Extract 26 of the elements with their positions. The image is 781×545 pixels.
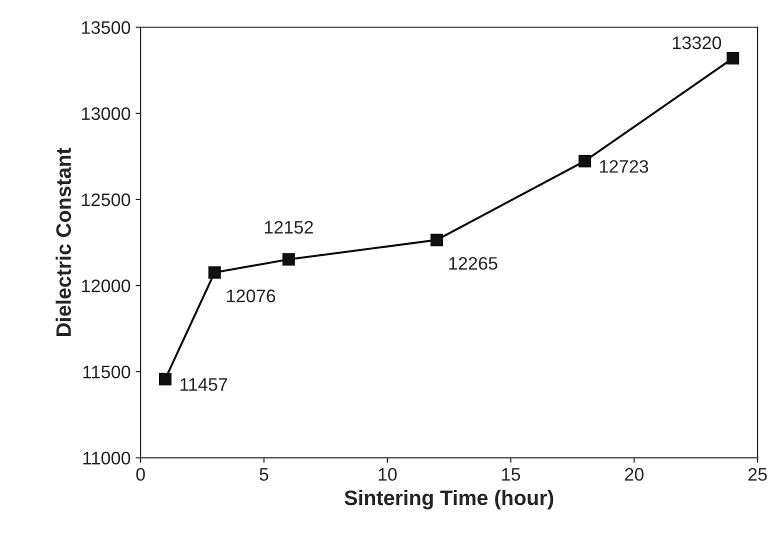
x-tick-label: 20 [625,468,644,481]
x-tick-label: 0 [136,468,145,481]
y-axis-title: Dielectric Constant [56,148,71,336]
data-label: 12152 [264,220,313,234]
point [578,154,592,168]
x-tick-label: 5 [260,468,268,481]
x-tick-label: 15 [502,468,520,481]
point [726,52,740,64]
point [208,266,221,279]
y-tick-label: 11000 [83,452,130,465]
x-tick-label: 10 [378,468,397,481]
point [282,253,295,266]
point [159,372,172,386]
data-label: 12723 [600,160,648,173]
data-label: 13320 [672,36,722,50]
data-label: 12265 [449,257,498,270]
y-tick-label: 12000 [82,280,130,292]
data-label: 12076 [227,290,276,302]
x-tick-label: 25 [748,468,767,481]
y-tick-label: 13000 [82,107,130,120]
y-tick-label: 12500 [82,193,130,206]
point [430,234,443,246]
x-axis-title: Sintering Time (hour) [344,490,554,510]
data-label: 11457 [180,378,228,391]
y-tick-label: 13500 [82,21,130,34]
y-tick-label: 11500 [83,366,130,378]
